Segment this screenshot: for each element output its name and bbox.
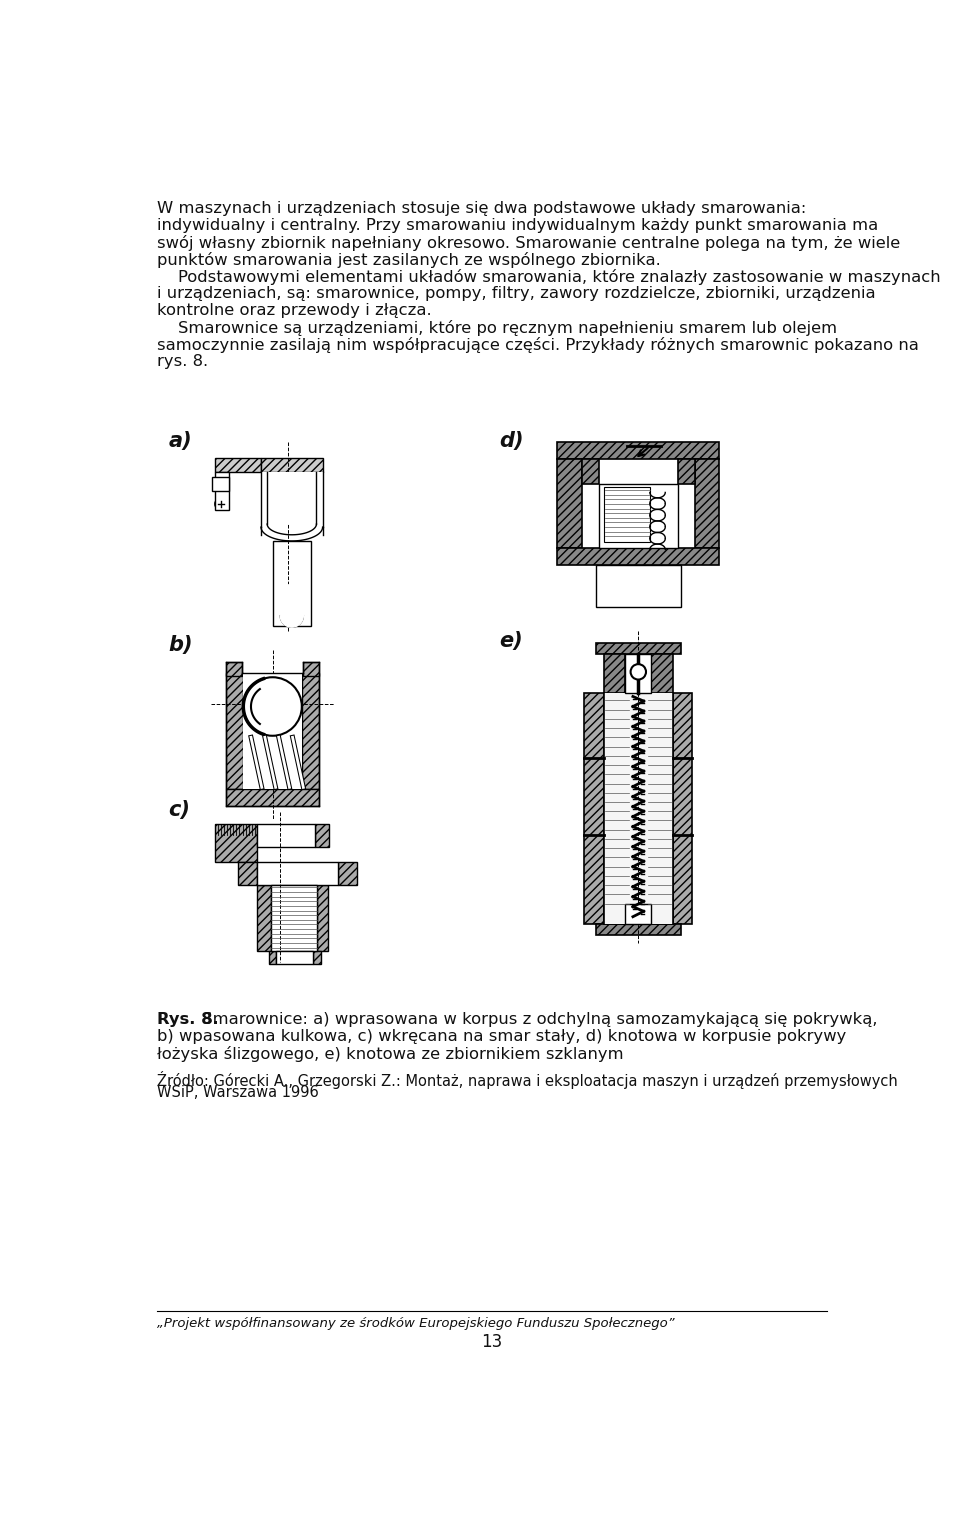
Text: e): e) xyxy=(500,632,523,652)
Text: swój własny zbiornik napełniany okresowo. Smarowanie centralne polega na tym, że: swój własny zbiornik napełniany okresowo… xyxy=(157,235,900,251)
Bar xyxy=(558,443,719,460)
Bar xyxy=(257,862,338,885)
Text: kontrolne oraz przewody i złącza.: kontrolne oraz przewody i złącza. xyxy=(157,303,432,318)
Text: W maszynach i urządzeniach stosuje się dwa podstawowe układy smarowania:: W maszynach i urządzeniach stosuje się d… xyxy=(157,201,806,217)
Text: Smarownice: a) wprasowana w korpus z odchylną samozamykającą się pokrywką,: Smarownice: a) wprasowana w korpus z odc… xyxy=(197,1013,877,1027)
Bar xyxy=(212,476,229,490)
Text: rys. 8.: rys. 8. xyxy=(157,354,208,369)
Bar xyxy=(315,824,328,847)
Text: i urządzeniach, są: smarownice, pompy, filtry, zawory rozdzielcze, zbiorniki, ur: i urządzeniach, są: smarownice, pompy, f… xyxy=(157,286,876,301)
Bar xyxy=(227,673,243,788)
Polygon shape xyxy=(277,586,306,627)
Bar xyxy=(582,460,599,484)
Bar xyxy=(269,950,276,964)
Bar xyxy=(215,472,228,510)
Bar xyxy=(257,824,315,847)
Bar xyxy=(604,655,625,693)
Text: WSiP, Warszawa 1996: WSiP, Warszawa 1996 xyxy=(157,1085,319,1099)
Text: Podstawowymi elementami układów smarowania, które znalazły zastosowanie w maszyn: Podstawowymi elementami układów smarowan… xyxy=(157,269,941,286)
Text: 13: 13 xyxy=(481,1333,503,1351)
Text: c): c) xyxy=(169,801,190,821)
Text: b) wpasowana kulkowa, c) wkręcana na smar stały, d) knotowa w korpusie pokrywy: b) wpasowana kulkowa, c) wkręcana na sma… xyxy=(157,1030,847,1044)
Bar xyxy=(265,472,319,524)
Bar xyxy=(257,885,271,950)
Bar xyxy=(273,541,311,626)
Bar xyxy=(596,642,681,655)
Bar xyxy=(604,487,650,543)
Text: d): d) xyxy=(500,430,524,450)
Circle shape xyxy=(631,664,646,679)
Bar xyxy=(625,655,652,693)
Bar xyxy=(243,673,301,788)
Text: samoczynnie zasilają nim współpracujące części. Przykłady różnych smarownic poka: samoczynnie zasilają nim współpracujące … xyxy=(157,337,919,354)
Bar xyxy=(271,885,317,950)
Bar xyxy=(215,458,261,472)
Bar xyxy=(276,950,313,964)
Bar xyxy=(605,693,673,924)
Bar xyxy=(596,564,681,607)
Bar xyxy=(215,824,257,862)
Bar xyxy=(227,662,242,676)
Bar xyxy=(652,655,673,693)
Bar xyxy=(303,662,319,676)
Bar xyxy=(678,460,694,484)
Circle shape xyxy=(243,678,301,736)
Bar xyxy=(317,885,328,950)
Bar xyxy=(673,693,692,924)
Text: punktów smarowania jest zasilanych ze wspólnego zbiornika.: punktów smarowania jest zasilanych ze ws… xyxy=(157,252,660,267)
Bar xyxy=(596,924,681,934)
Bar xyxy=(238,862,257,885)
Text: Źródło: Górecki A., Grzegorski Z.: Montaż, naprawa i eksploatacja maszyn i urząd: Źródło: Górecki A., Grzegorski Z.: Monta… xyxy=(157,1071,898,1088)
Text: Smarownice są urządzeniami, które po ręcznym napełnieniu smarem lub olejem: Smarownice są urządzeniami, które po ręc… xyxy=(157,320,837,337)
Text: „Projekt współfinansowany ze środków Europejskiego Funduszu Społecznego”: „Projekt współfinansowany ze środków Eur… xyxy=(157,1317,675,1330)
Bar xyxy=(261,458,323,472)
Bar xyxy=(301,673,319,788)
Bar xyxy=(261,472,323,527)
Text: indywidualny i centralny. Przy smarowaniu indywidualnym każdy punkt smarowania m: indywidualny i centralny. Przy smarowani… xyxy=(157,218,878,234)
Bar xyxy=(227,788,319,805)
Text: Rys. 8.: Rys. 8. xyxy=(157,1013,219,1027)
Bar xyxy=(558,547,719,564)
Text: a): a) xyxy=(169,430,192,450)
Bar xyxy=(694,460,719,547)
Circle shape xyxy=(215,498,228,510)
Bar xyxy=(652,904,673,924)
Text: b): b) xyxy=(169,635,193,655)
Bar xyxy=(599,484,678,547)
Bar xyxy=(585,693,604,924)
Bar xyxy=(625,904,652,924)
Bar xyxy=(558,460,582,547)
Text: łożyska ślizgowego, e) knotowa ze zbiornikiem szklanym: łożyska ślizgowego, e) knotowa ze zbiorn… xyxy=(157,1047,624,1062)
Bar xyxy=(604,904,625,924)
Bar xyxy=(313,950,321,964)
Bar xyxy=(338,862,357,885)
